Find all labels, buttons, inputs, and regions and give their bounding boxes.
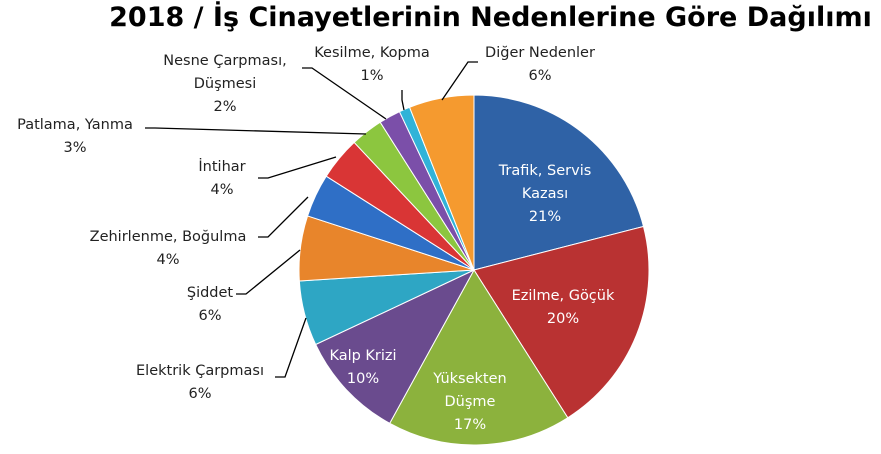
category-label: Ezilme, Göçük bbox=[511, 288, 615, 304]
slice-label: Diğer Nedenler 6% bbox=[475, 42, 605, 88]
slice-label: Yüksekten Düşme 17% bbox=[420, 368, 520, 437]
value-label: 17% bbox=[453, 417, 487, 433]
value-label: 3% bbox=[63, 140, 87, 156]
leader-line bbox=[236, 249, 301, 295]
value-label: 1% bbox=[360, 68, 384, 84]
leader-line bbox=[302, 67, 387, 120]
value-label: 2% bbox=[213, 99, 237, 115]
category-label: İntihar bbox=[198, 159, 246, 175]
leader-line bbox=[258, 156, 337, 179]
slice-label: Kesilme, Kopma 1% bbox=[307, 42, 437, 88]
category-label: Yüksekten Düşme bbox=[433, 371, 507, 410]
leader-line bbox=[258, 196, 309, 238]
value-label: 4% bbox=[156, 252, 180, 268]
category-label: Şiddet bbox=[186, 285, 234, 301]
value-label: 4% bbox=[210, 182, 234, 198]
leader-line bbox=[145, 127, 367, 135]
leader-line bbox=[275, 317, 307, 378]
pie-slice bbox=[473, 225, 650, 419]
value-label: 6% bbox=[188, 386, 212, 402]
category-label: Nesne Çarpması, Düşmesi bbox=[163, 53, 287, 92]
pie-slice bbox=[389, 269, 569, 446]
category-label: Zehirlenme, Boğulma bbox=[89, 229, 247, 245]
category-label: Kalp Krizi bbox=[329, 348, 397, 364]
leader-line bbox=[441, 61, 478, 101]
value-label: 20% bbox=[546, 311, 580, 327]
leader-line bbox=[401, 90, 405, 111]
slice-label: Trafik, Servis Kazası 21% bbox=[485, 160, 605, 229]
chart-title: 2018 / İş Cinayetlerinin Nedenlerine Gör… bbox=[109, 2, 872, 33]
category-label: Trafik, Servis Kazası bbox=[498, 163, 592, 202]
pie-slice bbox=[408, 94, 475, 271]
value-label: 6% bbox=[198, 308, 222, 324]
slice-label: İntihar 4% bbox=[182, 156, 262, 202]
value-label: 6% bbox=[528, 68, 552, 84]
pie-slice bbox=[473, 94, 645, 271]
category-label: Elektrik Çarpması bbox=[136, 363, 264, 379]
slice-label: Nesne Çarpması, Düşmesi 2% bbox=[150, 50, 300, 119]
value-label: 21% bbox=[528, 209, 562, 225]
value-label: 10% bbox=[346, 371, 380, 387]
slice-label: Zehirlenme, Boğulma 4% bbox=[68, 226, 268, 272]
pie-slice bbox=[314, 268, 476, 425]
slice-label: Ezilme, Göçük 20% bbox=[498, 285, 628, 331]
slice-label: Şiddet 6% bbox=[170, 282, 250, 328]
category-label: Patlama, Yanma bbox=[17, 117, 133, 133]
slice-label: Kalp Krizi 10% bbox=[313, 345, 413, 391]
slice-label: Patlama, Yanma 3% bbox=[0, 114, 150, 160]
category-label: Diğer Nedenler bbox=[485, 45, 595, 61]
category-label: Kesilme, Kopma bbox=[314, 45, 430, 61]
slice-label: Elektrik Çarpması 6% bbox=[115, 360, 285, 406]
